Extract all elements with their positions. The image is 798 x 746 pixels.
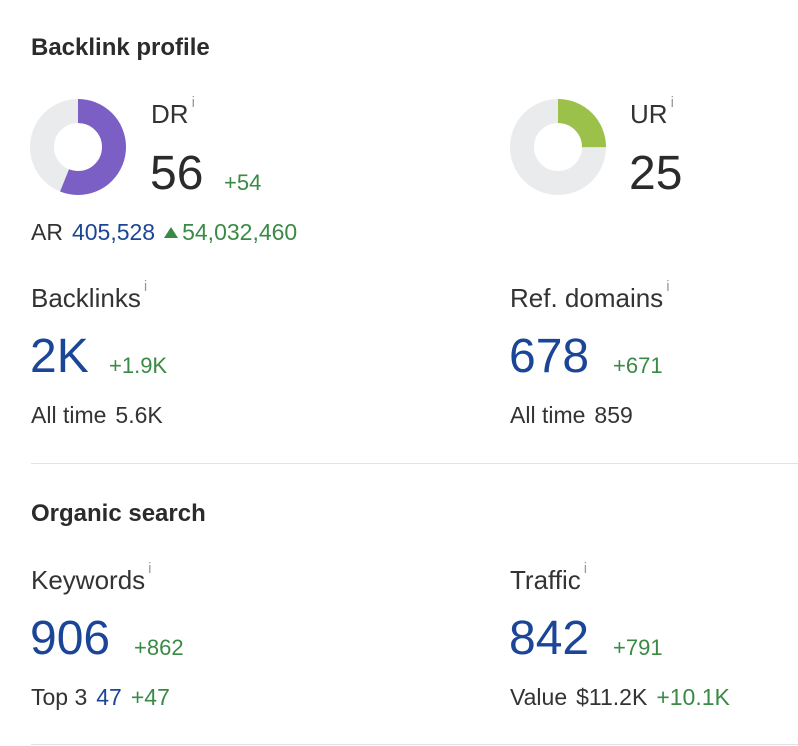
ur-value: 25 [629, 147, 683, 200]
traffic-label-text: Traffic [510, 565, 581, 595]
ref-domains-delta: +671 [613, 353, 663, 378]
traffic-value-label: Value [510, 684, 568, 710]
backlinks-value[interactable]: 2K [30, 330, 89, 383]
backlinks-delta: +1.9K [109, 353, 168, 378]
traffic-value-row: Value $11.2K +10.1K [510, 686, 730, 709]
ar-row: AR 405,528 54,032,460 [31, 221, 297, 244]
ref-domains-all-time-label: All time [510, 402, 586, 428]
keywords-top3-label: Top 3 [31, 684, 88, 710]
ar-delta: 54,032,460 [182, 219, 298, 245]
dr-info-icon[interactable]: i [191, 94, 195, 111]
ur-donut-chart [510, 99, 606, 195]
traffic-label[interactable]: Traffic i [510, 561, 587, 595]
traffic-delta: +791 [613, 635, 663, 660]
backlinks-label-text: Backlinks [31, 283, 141, 313]
section-divider [31, 463, 798, 464]
keywords-info-icon[interactable]: i [148, 560, 152, 577]
ref-domains-all-time-value: 859 [594, 402, 633, 428]
ur-label[interactable]: UR i [630, 95, 674, 129]
ref-domains-info-icon[interactable]: i [666, 278, 670, 295]
ur-info-icon[interactable]: i [670, 94, 674, 111]
traffic-value[interactable]: 842 [509, 612, 590, 665]
backlinks-info-icon[interactable]: i [143, 278, 148, 295]
ref-domains-label-text: Ref. domains [510, 283, 664, 313]
ur-ring-fill [510, 99, 606, 195]
dr-donut-chart [30, 99, 126, 195]
dr-value: 56 [150, 147, 204, 200]
keywords-value[interactable]: 906 [30, 612, 111, 665]
dr-label-text: DR [151, 99, 189, 129]
dr-delta: +54 [224, 170, 262, 195]
backlinks-all-time-label: All time [31, 402, 107, 428]
traffic-value-amount: $11.2K [576, 684, 648, 710]
dr-ring-fill [30, 99, 126, 195]
section-divider-bottom [31, 744, 798, 745]
keywords-top3-delta: +47 [130, 684, 170, 710]
keywords-delta: +862 [134, 635, 184, 660]
keywords-top3-row: Top 3 47 +47 [31, 686, 170, 709]
keywords-label-text: Keywords [31, 565, 146, 595]
traffic-info-icon[interactable]: i [583, 560, 588, 577]
traffic-value-delta: +10.1K [656, 684, 730, 710]
section-title-backlink-profile: Backlink profile [31, 34, 210, 61]
backlinks-all-time-row: All time 5.6K [31, 404, 163, 427]
ref-domains-label[interactable]: Ref. domains i [510, 279, 670, 313]
dr-label[interactable]: DR i [151, 95, 195, 129]
section-title-organic-search: Organic search [31, 500, 206, 527]
keywords-top3-value[interactable]: 47 [96, 684, 122, 710]
ref-domains-all-time-row: All time 859 [510, 404, 633, 427]
ur-label-text: UR [630, 99, 668, 129]
keywords-label[interactable]: Keywords i [31, 561, 152, 595]
backlinks-all-time-value: 5.6K [115, 402, 163, 428]
backlinks-label[interactable]: Backlinks i [31, 279, 147, 313]
ar-value[interactable]: 405,528 [71, 219, 156, 245]
ar-label: AR [31, 219, 63, 245]
up-triangle-icon [164, 227, 179, 238]
ref-domains-value[interactable]: 678 [509, 330, 590, 383]
